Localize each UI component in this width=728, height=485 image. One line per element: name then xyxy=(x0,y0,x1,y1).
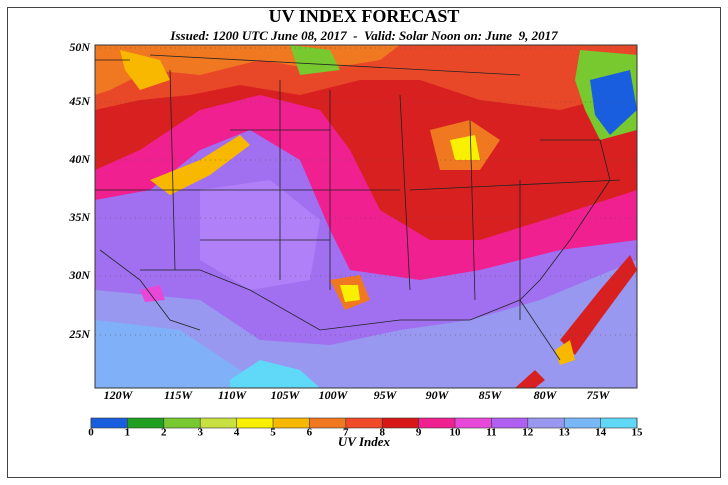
colorbar-label: UV Index xyxy=(338,434,391,449)
colorbar-tick-label: 7 xyxy=(343,427,349,439)
colorbar-tick-label: 13 xyxy=(559,427,571,439)
lon-label: 110W xyxy=(218,388,247,402)
lat-label: 40N xyxy=(68,152,91,166)
colorbar-tick-label: 10 xyxy=(450,427,462,439)
colorbar-tick-label: 9 xyxy=(416,427,422,439)
lat-label: 25N xyxy=(68,327,91,341)
map xyxy=(94,44,638,389)
colorbar-segment xyxy=(273,418,310,428)
lat-label: 45N xyxy=(68,94,91,108)
colorbar-segment xyxy=(455,418,492,428)
colorbar-tick-label: 2 xyxy=(161,427,167,439)
lon-label: 90W xyxy=(426,388,450,402)
colorbar-tick-label: 11 xyxy=(486,427,496,439)
colorbar-segment xyxy=(564,418,601,428)
colorbar-segment xyxy=(91,418,128,428)
lon-label: 75W xyxy=(587,388,611,402)
colorbar-tick-label: 3 xyxy=(197,427,203,439)
colorbar-tick-label: 5 xyxy=(270,427,276,439)
lon-label: 105W xyxy=(271,388,301,402)
colorbar-segment xyxy=(163,418,201,428)
colorbar-tick-label: 8 xyxy=(379,427,385,439)
lon-label: 95W xyxy=(374,388,398,402)
colorbar-segment xyxy=(200,418,237,428)
lon-label: 100W xyxy=(319,388,349,402)
colorbar-segment xyxy=(309,418,346,428)
colorbar-tick-label: 15 xyxy=(632,427,644,439)
colorbar-segment xyxy=(491,418,528,428)
colorbar-tick-label: 0 xyxy=(88,427,94,439)
colorbar-segment xyxy=(236,418,273,428)
colorbar-tick-label: 1 xyxy=(125,427,131,439)
lat-label: 50N xyxy=(69,40,91,54)
colorbar-tick-label: 12 xyxy=(522,427,534,439)
colorbar-tick-label: 6 xyxy=(307,427,313,439)
subtitle: Issued: 1200 UTC June 08, 2017 - Valid: … xyxy=(169,28,558,43)
colorbar-tick-label: 4 xyxy=(234,427,240,439)
colorbar-segment xyxy=(418,418,455,428)
lon-label: 120W xyxy=(104,388,134,402)
lat-label: 35N xyxy=(68,210,91,224)
colorbar-segment xyxy=(382,418,419,428)
colorbar-segment xyxy=(345,418,383,428)
lon-label: 80W xyxy=(534,388,558,402)
colorbar-segment xyxy=(527,418,565,428)
colorbar-segment xyxy=(127,418,164,428)
colorbar-tick-label: 14 xyxy=(595,427,607,439)
lat-label: 30N xyxy=(68,268,91,282)
lon-label: 115W xyxy=(164,388,193,402)
colorbar-segment xyxy=(600,418,637,428)
title: UV INDEX FORECAST xyxy=(269,6,460,26)
lon-label: 85W xyxy=(479,388,503,402)
